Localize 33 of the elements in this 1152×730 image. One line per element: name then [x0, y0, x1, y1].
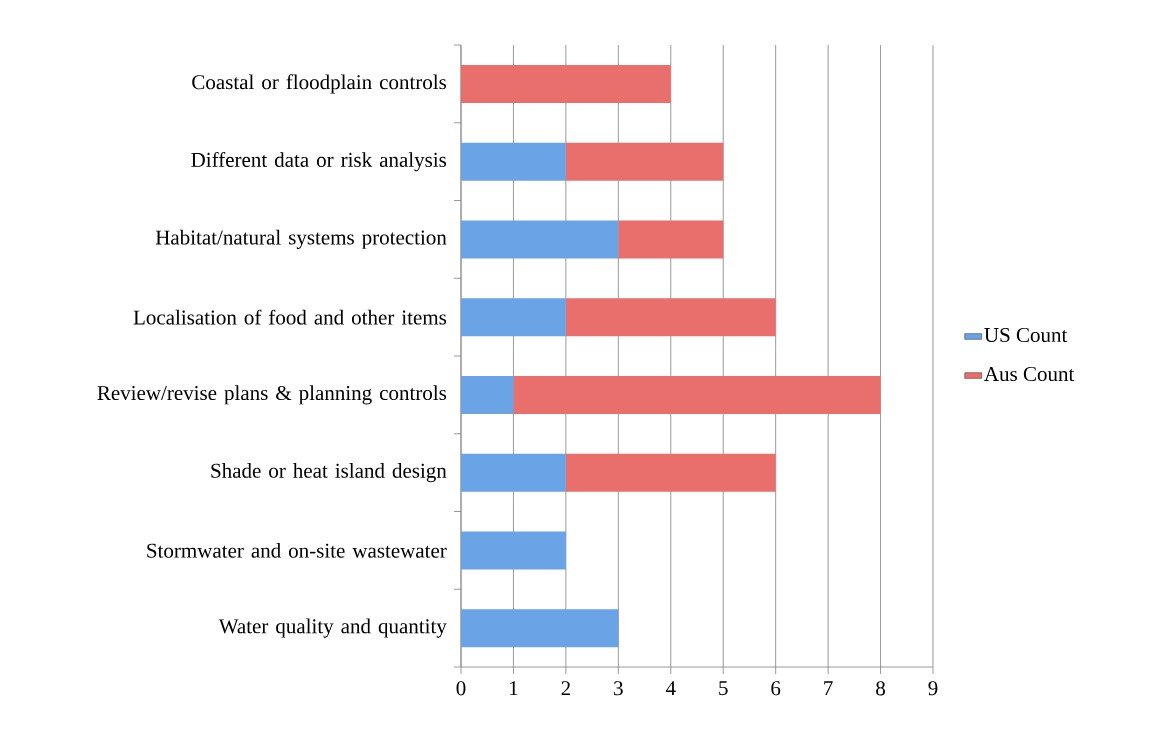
- bar: [461, 64, 671, 103]
- y-tick-label: Habitat/natural systems protection: [155, 229, 447, 249]
- bar: [513, 375, 881, 414]
- y-tick-label: Water quality and quantity: [218, 618, 447, 638]
- legend-label: US Count: [984, 327, 1068, 343]
- bar: [461, 142, 566, 181]
- bar: [565, 453, 776, 492]
- y-tick-label: Localisation of food and other items: [133, 309, 447, 325]
- x-tick-label: 7: [824, 681, 833, 695]
- x-tick-label: 8: [876, 681, 885, 696]
- bar: [461, 298, 566, 337]
- x-tick-label: 5: [719, 681, 728, 696]
- y-tick-label: Review/revise plans & planning controls: [97, 385, 447, 405]
- bar: [618, 220, 724, 259]
- x-tick-label: 0: [456, 681, 466, 696]
- bar: [461, 531, 566, 570]
- y-tick-label: Coastal or floodplain controls: [192, 74, 447, 94]
- x-tick-label: 1: [510, 681, 518, 696]
- y-tick-label: Shade or heat island design: [211, 463, 447, 483]
- y-tick-label: Different data or risk analysis: [191, 151, 447, 172]
- bar: [461, 609, 619, 648]
- bar: [461, 375, 514, 414]
- legend-label: Aus Count: [984, 367, 1075, 382]
- bar: [461, 220, 619, 259]
- x-tick-label: 2: [561, 681, 570, 696]
- x-tick-label: 4: [665, 681, 676, 696]
- x-tick-label: 9: [928, 681, 938, 696]
- y-tick-label: Stormwater and on-site wastewater: [147, 542, 447, 558]
- bar: [565, 142, 724, 181]
- x-tick-label: 3: [614, 681, 623, 696]
- x-tick-label: 6: [771, 681, 781, 696]
- bar: [565, 298, 776, 337]
- bar: [461, 453, 566, 492]
